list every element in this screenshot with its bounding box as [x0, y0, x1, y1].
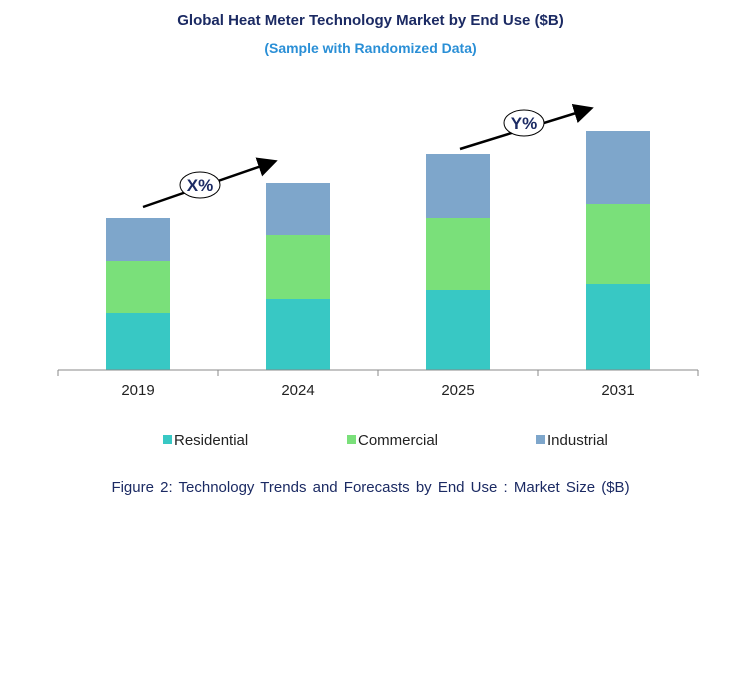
- growth-label: Y%: [511, 114, 537, 133]
- x-tick-label: 2024: [281, 382, 314, 399]
- x-tick-label: 2019: [121, 382, 154, 399]
- bar-industrial-2019: [106, 218, 170, 261]
- bar-residential-2031: [586, 284, 650, 370]
- legend-label-residential: Residential: [174, 432, 248, 449]
- legend-label-commercial: Commercial: [358, 432, 438, 449]
- chart-title: Global Heat Meter Technology Market by E…: [177, 12, 564, 29]
- bar-residential-2019: [106, 313, 170, 370]
- legend-label-industrial: Industrial: [547, 432, 608, 449]
- x-tick-label: 2025: [441, 382, 474, 399]
- bar-residential-2024: [266, 299, 330, 370]
- bar-commercial-2019: [106, 261, 170, 313]
- bar-commercial-2024: [266, 235, 330, 299]
- chart-subtitle: (Sample with Randomized Data): [264, 40, 477, 56]
- growth-label-bubble: [179, 171, 221, 199]
- bar-industrial-2031: [586, 131, 650, 204]
- bar-industrial-2025: [426, 154, 490, 218]
- bar-industrial-2024: [266, 183, 330, 235]
- growth-label: X%: [187, 176, 213, 195]
- figure-caption: Figure 2: Technology Trends and Forecast…: [111, 479, 630, 496]
- bar-residential-2025: [426, 290, 490, 370]
- bar-commercial-2031: [586, 204, 650, 284]
- bar-commercial-2025: [426, 218, 490, 290]
- growth-label-bubble: [503, 109, 545, 137]
- x-tick-label: 2031: [601, 382, 634, 399]
- legend-swatch-residential: [163, 435, 172, 444]
- legend-swatch-commercial: [347, 435, 356, 444]
- legend-swatch-industrial: [536, 435, 545, 444]
